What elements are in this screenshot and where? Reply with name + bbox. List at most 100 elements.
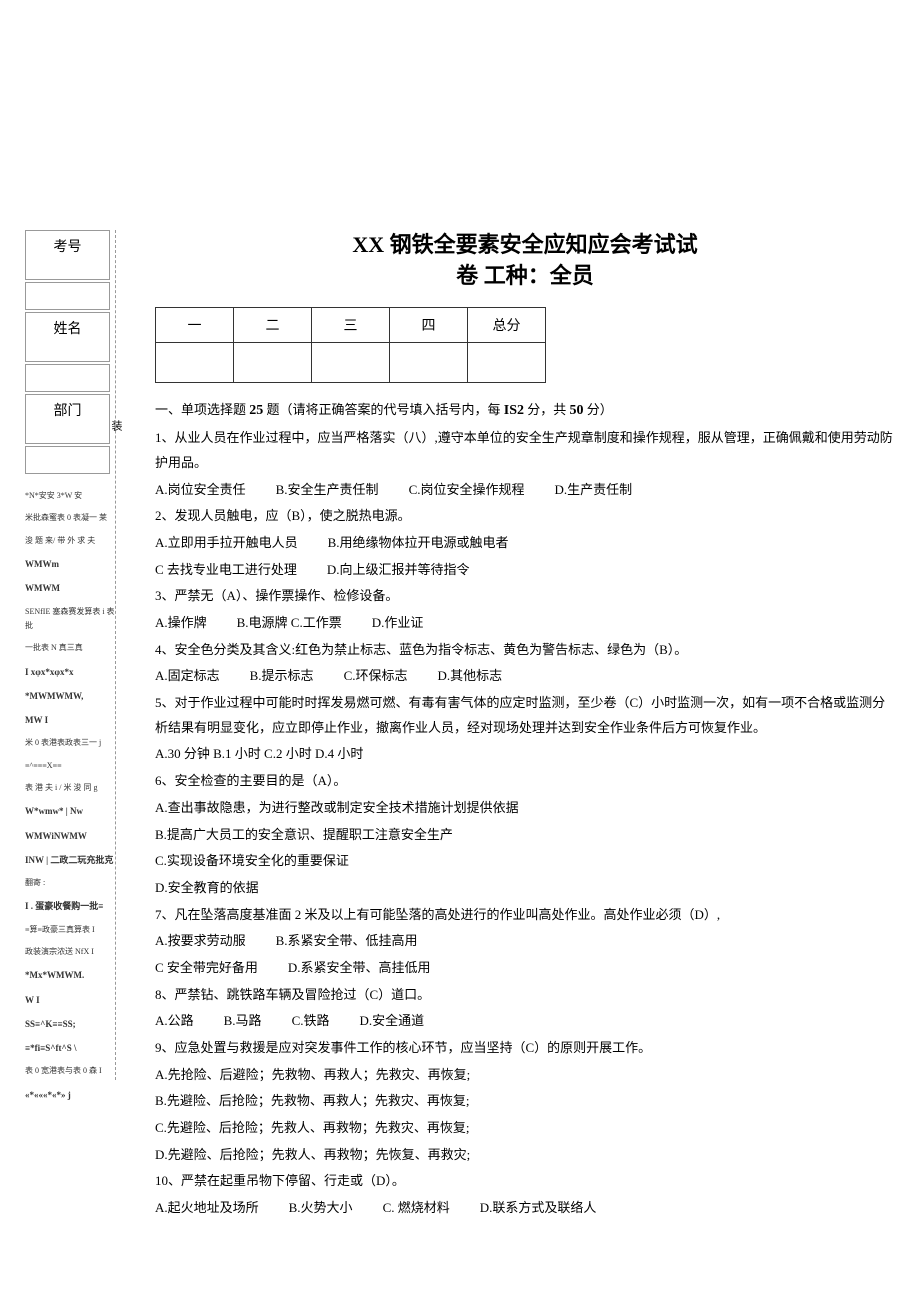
options-row: C 安全带完好备用 D.系紧安全带、高挂低用 (155, 956, 895, 981)
option-item: A.岗位安全责任 (155, 478, 246, 503)
options-row: A.操作牌 B.电源牌 C.工作票 D.作业证 (155, 611, 895, 636)
side-deco-item: ≡算≡政豪三真算表 I (25, 923, 115, 937)
table-row: 一 二 三 四 总分 (156, 307, 546, 342)
option-item: D.向上级汇报并等待指令 (327, 558, 470, 583)
option-item: A.起火地址及场所 (155, 1196, 259, 1221)
side-deco-item: WMWM (25, 580, 115, 596)
questions-container: 1、从业人员在作业过程中，应当严格落实（八）,遵守本单位的安全生产规章制度和操作… (155, 426, 895, 1221)
question-text: 6、安全检查的主要目的是（A）。 (155, 769, 895, 794)
option-item: D.联系方式及联络人 (480, 1196, 597, 1221)
option-item: D.安全教育的依据 (155, 876, 259, 901)
side-deco-item: 表 0 宽港表与表 0 森 I (25, 1064, 115, 1078)
left-info-panel: 考号 姓名 部门 *N*安安 3*W 安米批森蜜表 0 表凝一 莱浚 题 来/ … (25, 230, 115, 1111)
section-text: 分） (584, 402, 613, 417)
question-text: 7、凡在坠落高度基准面 2 米及以上有可能坠落的高处进行的作业叫高处作业。高处作… (155, 903, 895, 928)
binding-char: 装 (108, 420, 124, 431)
section-perscore: IS2 (504, 403, 524, 418)
exam-number-box: 考号 (25, 230, 110, 280)
option-item: B.火势大小 (289, 1196, 353, 1221)
exam-title: XX 钢铁全要素安全应知应会考试试 卷 工种：全员 (155, 230, 895, 292)
option-item: C.实现设备环境安全化的重要保证 (155, 849, 349, 874)
options-row: A.起火地址及场所 B.火势大小 C. 燃烧材料 D.联系方式及联络人 (155, 1196, 895, 1221)
section-text: 分，共 (524, 402, 570, 417)
score-cell (234, 342, 312, 382)
option-item: C 安全带完好备用 (155, 956, 258, 981)
dept-box: 部门 (25, 394, 110, 444)
option-item: B.马路 (224, 1009, 262, 1034)
side-deco-item: *Mx*WMWM. (25, 967, 115, 983)
side-deco-item: WMWm (25, 556, 115, 572)
binding-line (115, 230, 116, 1080)
option-item: B.电源牌 C.工作票 (237, 611, 342, 636)
name-box: 姓名 (25, 312, 110, 362)
option-item: D.先避险、后抢险；先救人、再救物；先恢复、再救灾; (155, 1143, 470, 1168)
side-deco-item: 翻寄 : (25, 876, 115, 890)
side-deco-item: SS≡^K≡≡SS; (25, 1016, 115, 1032)
side-deco-item: W I (25, 992, 115, 1008)
question-text: 1、从业人员在作业过程中，应当严格落实（八）,遵守本单位的安全生产规章制度和操作… (155, 426, 895, 475)
options-row: C.实现设备环境安全化的重要保证 (155, 849, 895, 874)
score-header: 四 (390, 307, 468, 342)
option-item: A.操作牌 (155, 611, 207, 636)
section-text: 题（请将正确答案的代号填入括号内，每 (263, 402, 504, 417)
side-deco-item: I . 蛋豪收餐购一批≡ (25, 898, 115, 914)
score-header: 三 (312, 307, 390, 342)
option-item: D.其他标志 (437, 664, 502, 689)
section-total: 50 (570, 403, 584, 418)
section-text: 一、单项选择题 (155, 402, 249, 417)
question-text: 5、对于作业过程中可能时时挥发易燃可燃、有毒有害气体的应定时监测，至少卷（C）小… (155, 691, 895, 740)
side-deco-item: W*wmw* | Nw (25, 803, 115, 819)
exam-number-blank (25, 282, 110, 310)
side-deco-item: WMWiNWMW (25, 828, 115, 844)
side-deco-item: 浚 题 来/ 带 外 求 夫 (25, 534, 115, 548)
options-row: B.先避险、后抢险；先救物、再救人；先救灾、再恢复; (155, 1089, 895, 1114)
option-item: C.环保标志 (344, 664, 408, 689)
side-deco-item: 一批表 N 真三真 (25, 641, 115, 655)
question-text: 8、严禁钻、跳铁路车辆及冒险抢过（C）道口。 (155, 983, 895, 1008)
table-row (156, 342, 546, 382)
option-item: A.查出事故隐患，为进行整改或制定安全技术措施计划提供依据 (155, 796, 519, 821)
side-deco-item: *MWMWMW, (25, 688, 115, 704)
option-item: D.生产责任制 (554, 478, 632, 503)
option-item: B.提高广大员工的安全意识、提醒职工注意安全生产 (155, 823, 453, 848)
options-row: A.30 分钟 B.1 小时 C.2 小时 D.4 小时 (155, 742, 895, 767)
option-item: A.固定标志 (155, 664, 220, 689)
option-item: B.用绝缘物体拉开电源或触电者 (328, 531, 509, 556)
option-item: A.立即用手拉开触电人员 (155, 531, 298, 556)
score-table: 一 二 三 四 总分 (155, 307, 546, 383)
side-deco-item: 表 港 夫 i / 米 浚 同 g (25, 781, 115, 795)
score-cell (156, 342, 234, 382)
option-item: B.安全生产责任制 (276, 478, 379, 503)
option-item: D.作业证 (372, 611, 424, 636)
name-blank (25, 364, 110, 392)
options-row: A.按要求劳动服B.系紧安全带、低挂高用 (155, 929, 895, 954)
option-item: C 去找专业电工进行处理 (155, 558, 297, 583)
side-deco-item: 米 0 表港表政表三一 j (25, 736, 115, 750)
question-text: 10、严禁在起重吊物下停留、行走或（D）。 (155, 1169, 895, 1194)
title-line1: XX 钢铁全要素安全应知应会考试试 (352, 232, 697, 257)
side-deco-item: 米批森蜜表 0 表凝一 莱 (25, 511, 115, 525)
option-item: A.先抢险、后避险；先救物、再救人；先救灾、再恢复; (155, 1063, 470, 1088)
score-cell (312, 342, 390, 382)
side-deco-item: MW I (25, 712, 115, 728)
score-header: 二 (234, 307, 312, 342)
option-item: B.系紧安全带、低挂高用 (276, 929, 418, 954)
options-row: B.提高广大员工的安全意识、提醒职工注意安全生产 (155, 823, 895, 848)
score-header: 一 (156, 307, 234, 342)
score-cell (468, 342, 546, 382)
main-content: XX 钢铁全要素安全应知应会考试试 卷 工种：全员 一 二 三 四 总分 一、单… (155, 230, 895, 1221)
option-item: B.提示标志 (250, 664, 314, 689)
title-line2: 卷 工种：全员 (456, 263, 594, 288)
side-deco-item: ≡^≡≡≡X≡≡ (25, 759, 115, 773)
options-row: A.公路B.马路C.铁路D.安全通道 (155, 1009, 895, 1034)
dept-blank (25, 446, 110, 474)
side-deco-item: ≡*fi≡S^ft^S \ (25, 1040, 115, 1056)
option-item: D.系紧安全带、高挂低用 (288, 956, 431, 981)
option-item: C.岗位安全操作规程 (409, 478, 525, 503)
options-row: C.先避险、后抢险；先救人、再救物；先救灾、再恢复; (155, 1116, 895, 1141)
side-deco-item: I xφx*xφx*x (25, 664, 115, 680)
score-cell (390, 342, 468, 382)
score-header: 总分 (468, 307, 546, 342)
options-row: A.先抢险、后避险；先救物、再救人；先救灾、再恢复; (155, 1063, 895, 1088)
option-item: C. 燃烧材料 (383, 1196, 450, 1221)
